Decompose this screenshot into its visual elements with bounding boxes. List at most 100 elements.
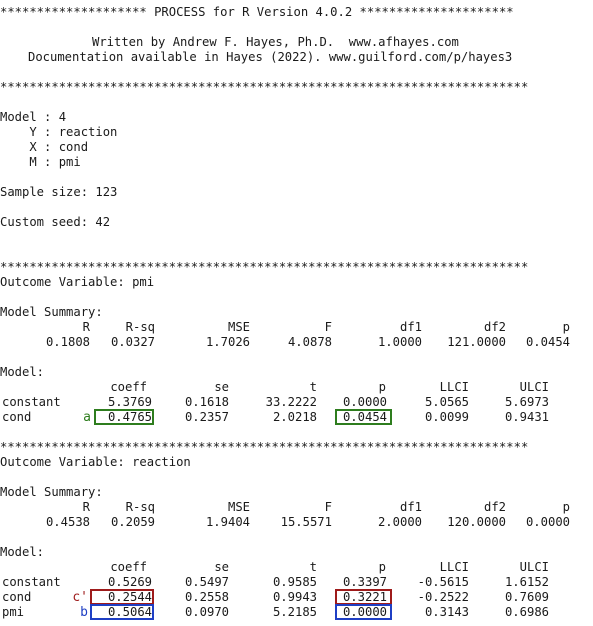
t-value: 33.2222 [265,395,317,409]
coef-header: ULCI [519,560,549,574]
summary-header: F [324,320,332,334]
model-label: Model: [0,545,45,559]
documentation-line: Documentation available in Hayes (2022).… [28,50,513,64]
y-variable: Y : reaction [0,125,118,139]
path-b-p-highlight [335,604,392,620]
summary-header: F [324,500,332,514]
p-value: 0.3221 [342,590,387,604]
summary-value: 121.0000 [447,335,506,349]
path-c-prime-p-highlight [335,589,392,605]
summary-value: 0.4538 [45,515,90,529]
model-label: Model: [0,365,45,379]
ulci-value: 5.6973 [504,395,549,409]
summary-header: R [82,500,90,514]
coef-header: se [214,560,229,574]
coef-header: ULCI [519,380,549,394]
summary-header: df1 [399,320,422,334]
summary-value: 2.0000 [377,515,422,529]
summary-value: 15.5571 [280,515,332,529]
coef-header: t [309,380,317,394]
path-b-coef-highlight [90,604,154,620]
model-summary-label: Model Summary: [0,485,103,499]
custom-seed: Custom seed: 42 [0,215,111,229]
coef-value: 0.4765 [107,410,152,424]
m-variable: M : pmi [0,155,81,169]
coef-header: t [309,560,317,574]
summary-value: 120.0000 [447,515,506,529]
summary-value: 1.7026 [205,335,250,349]
summary-header: MSE [227,500,250,514]
coef-value: 5.3769 [107,395,152,409]
se-value: 0.1618 [184,395,229,409]
coef-header: p [378,560,386,574]
p-value: 0.0000 [342,605,387,619]
se-value: 0.2558 [184,590,229,604]
t-value: 0.9585 [272,575,317,589]
summary-header: R [82,320,90,334]
coef-header: p [378,380,386,394]
coef-header: coeff [110,560,147,574]
coef-value: 0.2544 [107,590,152,604]
row-label-constant: constant [2,575,61,589]
row-label-cond: cond [2,410,32,424]
banner-line: ******************** PROCESS for R Versi… [0,5,514,19]
sample-size: Sample size: 123 [0,185,118,199]
row-label-constant: constant [2,395,61,409]
t-value: 5.2185 [272,605,317,619]
coef-value: 0.5269 [107,575,152,589]
model-number: Model : 4 [0,110,67,124]
coef-header: LLCI [439,560,469,574]
summary-value: 0.0000 [525,515,570,529]
summary-header: MSE [227,320,250,334]
ulci-value: 0.7609 [504,590,549,604]
outcome-reaction-title: Outcome Variable: reaction [0,455,191,469]
t-value: 0.9943 [272,590,317,604]
summary-header: df2 [483,500,506,514]
p-value: 0.0454 [342,410,387,424]
coef-header: coeff [110,380,147,394]
summary-header: df1 [399,500,422,514]
summary-header: R-sq [125,500,155,514]
summary-header: p [562,320,570,334]
se-value: 0.0970 [184,605,229,619]
summary-value: 1.9404 [205,515,250,529]
se-value: 0.2357 [184,410,229,424]
path-a-p-highlight [335,409,392,425]
model-summary-label: Model Summary: [0,305,103,319]
summary-value: 0.0327 [110,335,155,349]
t-value: 2.0218 [272,410,317,424]
summary-value: 0.0454 [525,335,570,349]
summary-header: df2 [483,320,506,334]
coef-value: 0.5064 [107,605,152,619]
x-variable: X : cond [0,140,89,154]
separator-line: ****************************************… [0,80,529,94]
row-label-pmi: pmi [2,605,25,619]
llci-value: -0.5615 [417,575,469,589]
p-value: 0.3397 [342,575,387,589]
llci-value: 0.3143 [424,605,469,619]
llci-value: -0.2522 [417,590,469,604]
ulci-value: 1.6152 [504,575,549,589]
summary-value: 0.1808 [45,335,90,349]
summary-value: 0.2059 [110,515,155,529]
path-c-prime-label: c' [72,590,88,605]
row-label-cond: cond [2,590,32,604]
path-a-label: a [83,410,91,425]
se-value: 0.5497 [184,575,229,589]
separator-line: ****************************************… [0,260,529,274]
summary-header: R-sq [125,320,155,334]
summary-value: 4.0878 [287,335,332,349]
separator-line: ****************************************… [0,440,529,454]
summary-value: 1.0000 [377,335,422,349]
path-a-coef-highlight [94,409,154,425]
ulci-value: 0.6986 [504,605,549,619]
path-c-prime-coef-highlight [90,589,154,605]
p-value: 0.0000 [342,395,387,409]
coef-header: LLCI [439,380,469,394]
summary-header: p [562,500,570,514]
outcome-pmi-title: Outcome Variable: pmi [0,275,155,289]
coef-header: se [214,380,229,394]
path-b-label: b [80,605,88,620]
author-line: Written by Andrew F. Hayes, Ph.D. www.af… [92,35,459,49]
